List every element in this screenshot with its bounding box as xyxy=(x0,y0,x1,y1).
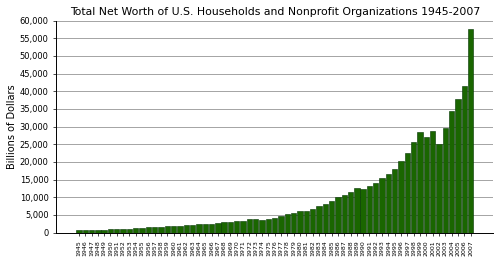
Bar xyxy=(95,230,100,232)
Bar xyxy=(335,197,340,232)
Bar xyxy=(468,29,473,232)
Bar xyxy=(120,229,126,232)
Bar xyxy=(360,189,366,232)
Bar xyxy=(304,211,309,232)
Bar xyxy=(146,227,151,232)
Bar xyxy=(89,230,94,232)
Bar xyxy=(260,220,265,232)
Bar xyxy=(202,224,208,232)
Bar xyxy=(171,226,176,232)
Bar xyxy=(190,225,196,232)
Bar xyxy=(404,153,410,232)
Bar xyxy=(348,192,353,232)
Bar xyxy=(178,226,182,232)
Bar xyxy=(133,228,138,232)
Bar xyxy=(424,136,429,232)
Bar xyxy=(222,222,227,232)
Bar xyxy=(373,183,378,232)
Bar xyxy=(164,226,170,232)
Bar xyxy=(215,223,220,232)
Bar xyxy=(234,221,239,232)
Bar xyxy=(209,224,214,232)
Bar xyxy=(442,128,448,232)
Bar xyxy=(316,206,322,232)
Bar xyxy=(367,186,372,232)
Bar xyxy=(108,229,113,232)
Bar xyxy=(430,131,436,232)
Bar xyxy=(102,230,107,232)
Bar xyxy=(449,111,454,232)
Bar xyxy=(247,219,252,232)
Bar xyxy=(411,142,416,232)
Bar xyxy=(291,213,296,232)
Bar xyxy=(342,195,347,232)
Bar xyxy=(126,229,132,232)
Bar xyxy=(418,132,422,232)
Bar xyxy=(392,169,398,232)
Bar xyxy=(278,216,283,232)
Bar xyxy=(322,204,328,232)
Bar xyxy=(228,222,233,232)
Bar xyxy=(140,228,144,232)
Title: Total Net Worth of U.S. Households and Nonprofit Organizations 1945-2007: Total Net Worth of U.S. Households and N… xyxy=(70,7,480,17)
Bar xyxy=(386,174,391,232)
Bar xyxy=(329,201,334,232)
Bar xyxy=(76,230,82,232)
Bar xyxy=(436,144,442,232)
Bar xyxy=(455,99,460,232)
Bar xyxy=(462,86,467,232)
Bar xyxy=(380,178,385,232)
Bar xyxy=(284,214,290,232)
Bar xyxy=(196,225,202,232)
Bar xyxy=(298,211,302,232)
Bar xyxy=(253,219,258,232)
Bar xyxy=(310,209,316,232)
Bar xyxy=(266,219,271,232)
Bar xyxy=(272,218,278,232)
Bar xyxy=(152,227,158,232)
Bar xyxy=(184,225,189,232)
Bar xyxy=(398,161,404,232)
Bar xyxy=(354,188,360,232)
Bar xyxy=(82,230,88,232)
Bar xyxy=(114,229,119,232)
Bar xyxy=(158,227,164,232)
Y-axis label: Billions of Dollars: Billions of Dollars xyxy=(7,84,17,169)
Bar xyxy=(240,221,246,232)
